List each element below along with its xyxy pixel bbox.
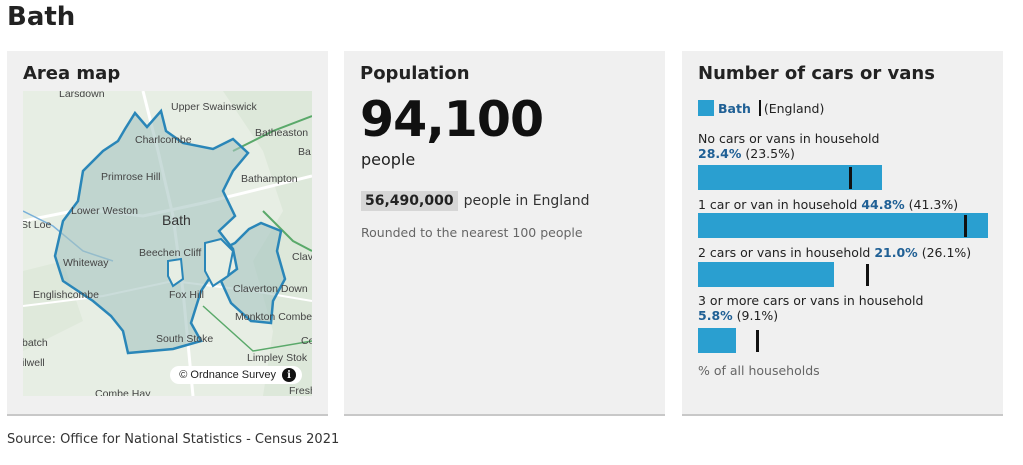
bar-row [698,165,988,190]
place-label: Monkton Combe [235,311,312,323]
population-card: Population 94,100 people 56,490,000 peop… [344,51,665,416]
rounding-note: Rounded to the nearest 100 people [361,225,583,240]
category-value: 5.8% [698,308,733,323]
category-label: 1 car or van in household [698,197,858,212]
bar-fill [698,165,882,190]
place-label: Charlcombe [135,134,192,146]
category-label: 3 or more cars or vans in household [698,293,924,308]
cars-footnote: % of all households [698,363,820,378]
bar-label: No cars or vans in household 28.4% (23.5… [698,131,879,161]
cars-title: Number of cars or vans [698,63,935,84]
bar-label: 1 car or van in household 44.8% (41.3%) [698,197,958,212]
population-title: Population [360,63,470,84]
england-marker [756,330,759,352]
bar-label: 2 cars or vans in household 21.0% (26.1%… [698,245,971,260]
place-label: Englishcombe [33,289,99,301]
bar-row [698,262,988,287]
attribution-text: © Ordnance Survey [179,369,276,381]
category-england: (26.1%) [921,245,972,260]
category-england: (23.5%) [745,146,795,161]
place-label: ilwell [23,357,45,369]
category-england: (9.1%) [736,308,779,323]
place-label: Combe Hay [95,388,151,396]
place-label: Ba [298,146,311,158]
map-canvas [23,91,312,396]
population-unit: people [361,150,416,169]
category-value: 28.4% [698,146,742,161]
place-label: batch [23,337,48,349]
place-label: St Loe [23,219,52,231]
bar-row [698,328,988,353]
place-label: Fox Hill [169,289,205,301]
place-label: Primrose Hill [101,171,161,183]
page-title: Bath [7,2,76,32]
source-note: Source: Office for National Statistics -… [7,432,340,447]
cars-card: Number of cars or vans Bath (England) No… [682,51,1003,416]
place-label: Batheaston [255,127,309,139]
info-icon[interactable]: i [282,368,296,382]
place-label: Lower Weston [71,205,138,217]
bar-fill [698,262,834,287]
category-label: No cars or vans in household [698,131,880,146]
england-population-label: people in England [463,193,590,209]
cars-legend: Bath (England) [698,100,824,116]
bar-fill [698,328,736,353]
population-value: 94,100 [360,91,544,148]
place-label: Beechen Cliff [139,247,202,259]
place-label: Bath [162,212,191,228]
legend-swatch [698,100,714,116]
place-label: Bathampton [241,173,298,185]
england-population-value: 56,490,000 [361,191,458,211]
area-map-title: Area map [23,63,121,84]
place-label: Larsdown [59,91,105,100]
legend-area-name: Bath [718,100,751,116]
england-marker [866,264,869,286]
bar-row [698,213,988,238]
place-label: Fresh [289,385,312,396]
place-label: Claverton Down [233,283,308,295]
bar-label: 3 or more cars or vans in household 5.8%… [698,293,923,323]
area-map[interactable]: Larsdown Upper Swainswick Charlcombe Bat… [23,91,312,396]
england-comparison: 56,490,000 people in England [361,191,590,211]
area-map-card: Area map Larsdown Upper Swainswick Charl… [7,51,328,416]
category-value: 44.8% [861,197,905,212]
category-label: 2 cars or vans in household [698,245,871,260]
map-attribution: © Ordnance Survey i [170,366,302,384]
england-marker [964,215,967,237]
place-label: South Stoke [156,333,214,345]
category-england: (41.3%) [908,197,959,212]
place-label: Upper Swainswick [171,101,257,113]
legend-marker [758,100,761,116]
place-label: Co [301,335,312,347]
bar-fill [698,213,988,238]
category-value: 21.0% [874,245,918,260]
place-label: Whiteway [63,257,109,269]
place-label: Clave [292,251,312,263]
place-label: Limpley Stok [247,352,308,364]
legend-comparison: (England) [763,100,825,116]
england-marker [849,167,852,189]
